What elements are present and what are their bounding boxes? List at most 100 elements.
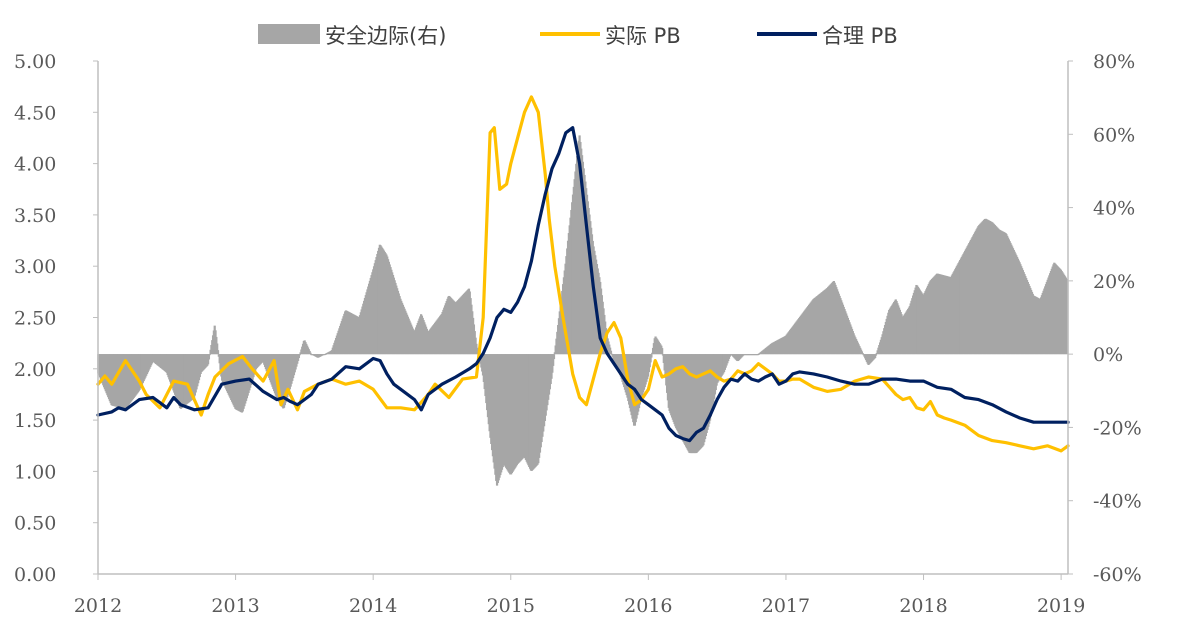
data-point — [413, 398, 416, 401]
data-point — [413, 408, 416, 412]
data-point — [461, 377, 464, 381]
data-point — [798, 370, 801, 374]
data-point — [495, 316, 499, 319]
data-point — [991, 403, 994, 406]
margin-bar — [308, 350, 311, 355]
y-left-tick-label: 0.50 — [14, 513, 56, 535]
data-point — [172, 396, 175, 399]
data-point — [743, 372, 746, 376]
data-point — [571, 372, 574, 376]
data-point — [791, 372, 795, 376]
data-point — [513, 147, 517, 150]
data-point — [440, 382, 444, 386]
data-point — [241, 355, 244, 358]
data-point — [674, 367, 678, 370]
data-point — [1018, 416, 1022, 420]
margin-bar — [874, 354, 878, 356]
margin-bar — [874, 354, 877, 358]
data-point — [561, 316, 565, 319]
data-point — [1046, 444, 1049, 447]
data-point — [358, 379, 361, 383]
y-left-tick-label: 5.00 — [14, 51, 56, 73]
data-point — [633, 388, 636, 391]
margin-bar — [309, 352, 312, 355]
data-point — [1046, 420, 1049, 424]
data-point — [516, 300, 519, 304]
data-point — [509, 162, 512, 165]
data-point — [853, 379, 856, 383]
data-point — [592, 377, 595, 381]
data-point — [248, 377, 251, 381]
data-point — [330, 377, 334, 381]
data-point — [505, 182, 508, 186]
data-point — [826, 375, 829, 379]
data-point — [420, 408, 423, 412]
data-point — [777, 382, 781, 386]
axes: 0.00 0.50 1.00 1.50 2.00 2.50 3.00 3.50 4.00 4.50… — [14, 51, 1142, 617]
data-point — [482, 316, 485, 319]
data-point — [709, 413, 712, 417]
y-left-tick-label: 1.50 — [14, 410, 56, 432]
data-point — [791, 377, 795, 381]
data-point — [385, 406, 389, 409]
data-point — [392, 382, 396, 386]
data-point — [110, 382, 113, 386]
data-point — [702, 427, 705, 430]
data-point — [234, 379, 237, 383]
data-point — [151, 396, 155, 399]
y-right-tick-label: -40% — [1093, 491, 1142, 513]
y-right-tick-label: 80% — [1093, 51, 1135, 73]
legend-entry-margin: 安全边际(右) — [258, 24, 446, 48]
data-point — [812, 386, 815, 389]
data-point — [303, 398, 306, 401]
data-point — [186, 382, 189, 386]
data-point — [578, 162, 581, 165]
data-point — [977, 434, 980, 437]
data-point — [447, 396, 451, 399]
data-point — [502, 308, 506, 311]
data-point — [598, 352, 602, 355]
data-point — [316, 382, 320, 386]
y-left-tick-label: 4.00 — [14, 154, 56, 176]
y-right-tick-label: -20% — [1093, 417, 1142, 439]
data-point — [488, 131, 492, 135]
y-left-tick-label: 3.00 — [14, 256, 56, 278]
data-point — [548, 218, 551, 222]
data-point — [553, 265, 556, 268]
y-left-tick-label: 2.50 — [14, 308, 56, 330]
data-point — [282, 396, 285, 399]
data-point — [193, 408, 196, 412]
data-point — [702, 372, 705, 376]
data-point — [358, 367, 361, 370]
data-point — [250, 367, 254, 370]
data-point — [144, 393, 148, 396]
data-point — [371, 357, 375, 360]
data-point — [839, 379, 843, 383]
series-fair-pb — [96, 126, 1070, 443]
data-point — [220, 382, 224, 386]
data-point — [681, 365, 684, 368]
margin-bar — [208, 354, 211, 356]
margin-bar — [661, 348, 664, 355]
data-point — [399, 406, 402, 409]
legend-label-margin: 安全边际(右) — [325, 24, 446, 48]
data-point — [482, 352, 485, 355]
data-point — [867, 375, 870, 379]
data-point — [427, 393, 430, 396]
data-point — [117, 406, 120, 409]
y-left-tick-label: 4.50 — [14, 102, 56, 124]
data-point — [124, 408, 127, 412]
plot-area — [96, 95, 1070, 486]
data-point — [433, 382, 437, 386]
x-tick-label: 2014 — [349, 595, 397, 617]
margin-bar — [552, 354, 556, 360]
x-tick-label: 2013 — [211, 595, 259, 617]
data-point — [619, 336, 623, 340]
data-point — [475, 362, 478, 365]
data-point — [261, 390, 265, 393]
data-point — [199, 413, 203, 417]
margin-bar — [650, 354, 653, 358]
data-point — [227, 362, 230, 365]
data-point — [296, 408, 299, 412]
x-tick-label: 2017 — [762, 595, 810, 617]
